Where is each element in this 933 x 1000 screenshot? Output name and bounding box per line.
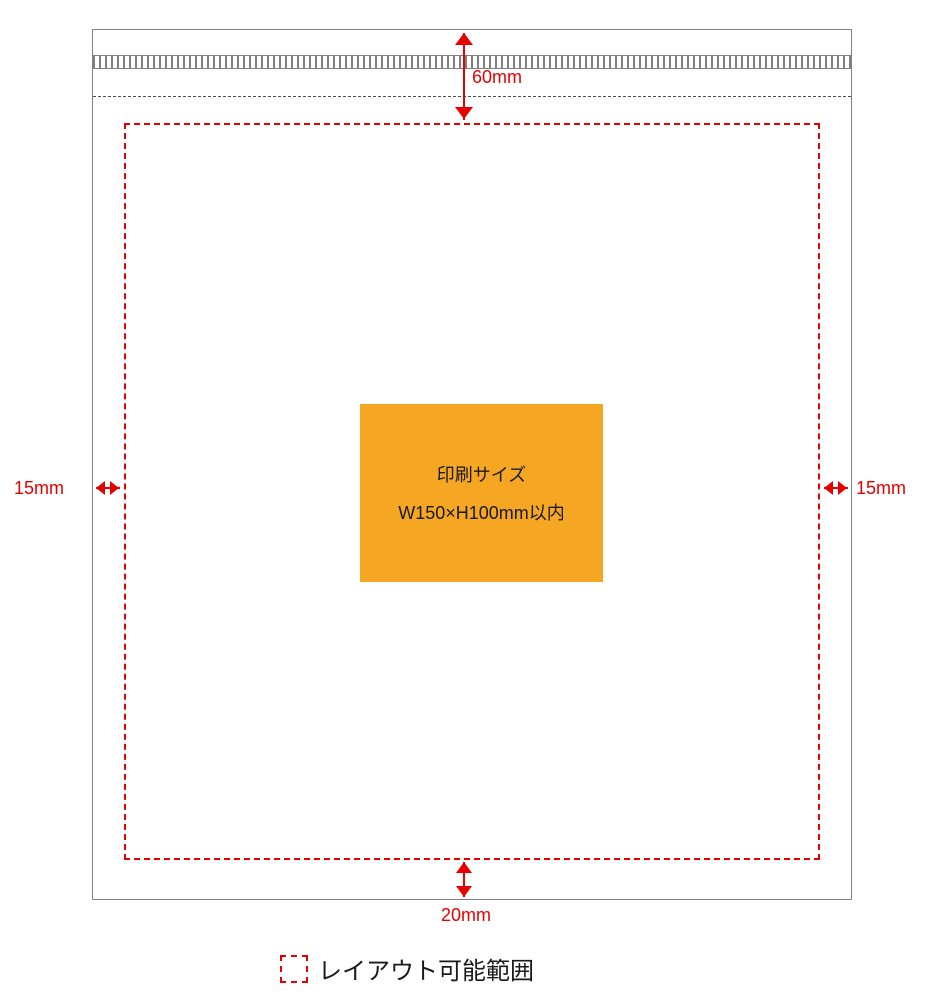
dim-right-arrow-head-right — [838, 481, 847, 495]
dim-bottom-label: 20mm — [441, 905, 491, 926]
print-size-box: 印刷サイズ W150×H100mm以内 — [360, 404, 603, 582]
legend-label: レイアウト可能範囲 — [318, 951, 534, 986]
print-size-line2: W150×H100mm以内 — [398, 499, 565, 525]
dim-bottom-arrow-head-down — [456, 886, 472, 897]
dim-top-label: 60mm — [472, 67, 522, 88]
dim-left-arrow-head-right — [110, 481, 119, 495]
dim-bottom-arrow-head-up — [456, 862, 472, 873]
dim-top-arrow-head-down — [455, 107, 473, 119]
dim-left-label: 15mm — [14, 478, 64, 499]
fold-dashed-line — [93, 96, 851, 97]
legend: レイアウト可能範囲 — [280, 951, 534, 986]
dim-right-arrow-head-left — [824, 481, 833, 495]
dim-top-arrow-head-up — [455, 33, 473, 45]
dim-left-arrow-head-left — [96, 481, 105, 495]
legend-swatch — [280, 955, 308, 983]
diagram-canvas: 印刷サイズ W150×H100mm以内 60mm 20mm 15mm 15mm … — [0, 0, 933, 1000]
dim-right-label: 15mm — [856, 478, 906, 499]
print-size-line1: 印刷サイズ — [437, 461, 526, 487]
